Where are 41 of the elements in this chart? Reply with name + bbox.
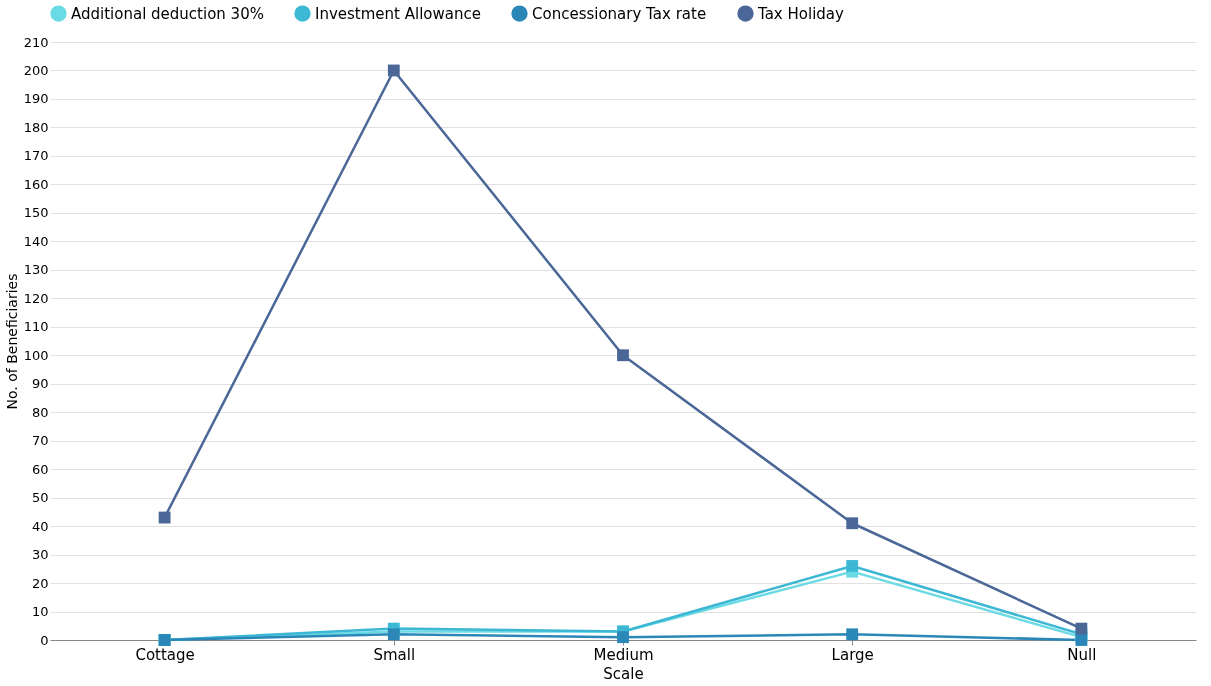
y-tick-label: 140	[23, 233, 49, 249]
y-tick-label: 160	[23, 176, 49, 192]
x-tick-label: Medium	[593, 645, 654, 664]
y-tick-label: 0	[40, 632, 49, 648]
legend-label: Concessionary Tax rate	[532, 4, 707, 23]
y-tick-label: 110	[23, 319, 49, 335]
x-tick-label: Small	[373, 645, 416, 664]
y-tick-label: 170	[23, 148, 49, 164]
y-tick-label: 150	[23, 205, 49, 221]
y-tick-label: 30	[31, 547, 49, 563]
y-tick-label: 40	[31, 518, 49, 534]
y-tick-label: 70	[31, 433, 49, 449]
x-axis-title: Scale	[603, 664, 644, 683]
y-tick-label: 200	[23, 62, 49, 78]
y-tick-label: 60	[31, 461, 49, 477]
x-tick-label: Large	[831, 645, 874, 664]
y-axis-title: No. of Beneficiaries	[3, 273, 20, 410]
y-tick-label: 20	[31, 575, 49, 591]
y-tick-label: 90	[31, 376, 49, 392]
legend-label: Additional deduction 30%	[71, 4, 264, 23]
y-tick-label: 100	[23, 347, 49, 363]
y-tick-label: 80	[31, 404, 49, 420]
x-tick-label: Null	[1067, 645, 1097, 664]
point	[1075, 622, 1088, 635]
point	[617, 349, 629, 362]
point	[846, 560, 859, 572]
y-tick-label: 50	[31, 490, 49, 506]
legend-label: Tax Holiday	[757, 4, 845, 23]
y-tick-label: 210	[23, 34, 49, 50]
point	[387, 64, 400, 77]
y-tick-label: 130	[23, 262, 49, 278]
y-tick-label: 10	[31, 604, 49, 620]
point	[617, 631, 629, 644]
x-tick-label: Cottage	[135, 645, 195, 664]
y-tick-label: 180	[23, 119, 49, 135]
y-tick-label: 190	[23, 91, 49, 107]
point	[846, 517, 859, 530]
legend-label: Investment Allowance	[315, 4, 481, 23]
point	[158, 511, 171, 524]
point	[846, 628, 859, 641]
y-tick-label: 120	[23, 290, 49, 306]
